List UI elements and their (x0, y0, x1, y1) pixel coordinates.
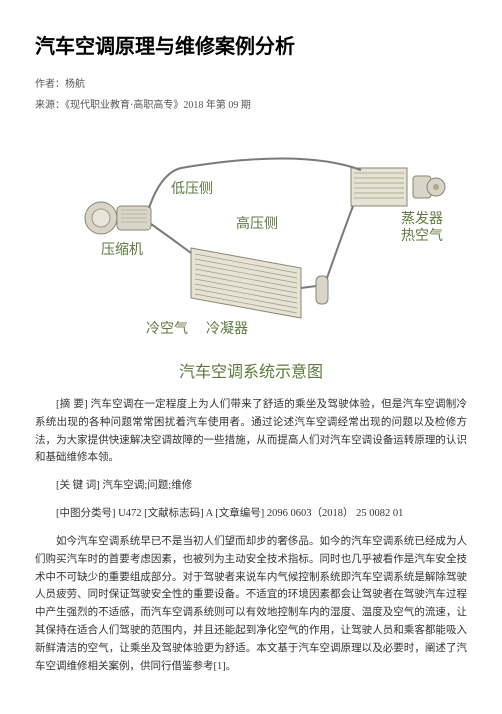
page-title: 汽车空调原理与维修案例分析 (35, 30, 467, 64)
label-low-side: 低压侧 (171, 181, 213, 197)
classification-line: [中图分类号] U472 [文献标志码] A [文章编号] 2096 0603（… (35, 505, 467, 523)
ac-system-diagram: 低压侧 高压侧 压缩机 蒸发器 热空气 冷空气 冷凝器 汽车空调系统示意图 (35, 128, 467, 386)
label-hot-air: 热空气 (401, 228, 443, 244)
author-line: 作者：杨航 (35, 76, 467, 93)
label-compressor: 压缩机 (101, 242, 143, 258)
evaporator-shape (351, 168, 445, 206)
condenser-shape (191, 248, 301, 318)
body-paragraph-1: 如今汽车空调系统早已不是当初人们望而却步的奢侈品。如今的汽车空调系统已经成为人们… (35, 533, 467, 676)
abstract-paragraph: [摘 要] 汽车空调在一定程度上为人们带来了舒适的乘坐及驾驶体验，但是汽车空调制… (35, 396, 467, 467)
source-line: 来源：《现代职业教育·高职高专》2018 年第 09 期 (35, 97, 467, 114)
label-high-side: 高压侧 (236, 215, 278, 232)
label-condenser: 冷凝器 (206, 321, 248, 337)
compressor-shape (85, 202, 151, 234)
diagram-caption: 汽车空调系统示意图 (35, 359, 467, 386)
diagram-svg: 低压侧 高压侧 压缩机 蒸发器 热空气 冷空气 冷凝器 (41, 128, 461, 348)
receiver-drier-shape (316, 276, 328, 304)
label-evaporator: 蒸发器 (401, 211, 443, 227)
label-cold-air: 冷空气 (146, 321, 188, 337)
keywords-line: [关 键 词] 汽车空调;问题;维修 (35, 477, 467, 495)
